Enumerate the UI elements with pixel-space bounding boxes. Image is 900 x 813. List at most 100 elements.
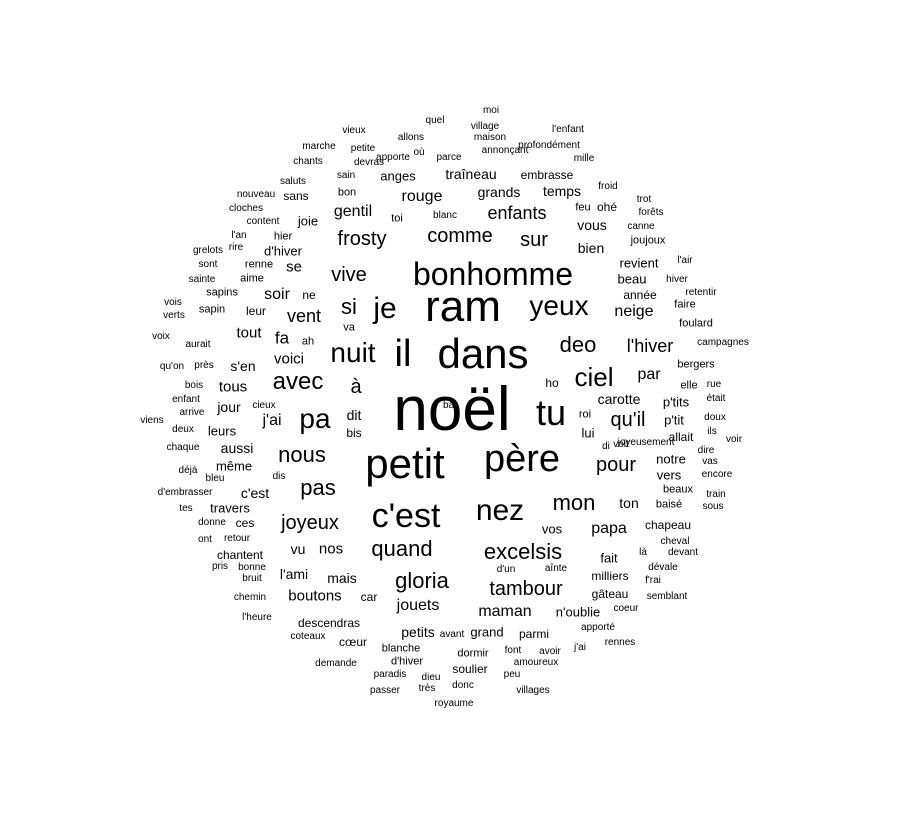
cloud-word: près — [194, 360, 214, 371]
cloud-word: dévale — [648, 562, 678, 573]
cloud-word: boutons — [288, 587, 342, 605]
cloud-word: l'an — [231, 230, 247, 241]
cloud-word: j'ai — [574, 642, 586, 653]
cloud-word: c'est — [371, 497, 441, 535]
cloud-word: joujoux — [630, 234, 666, 247]
cloud-word: papa — [591, 520, 627, 537]
cloud-word: ah — [301, 335, 315, 348]
cloud-word: saluts — [279, 176, 307, 187]
cloud-word: nuit — [330, 337, 376, 368]
cloud-word: annonçant — [481, 145, 529, 156]
cloud-word: vas — [702, 456, 718, 467]
cloud-word: hiver — [666, 274, 688, 285]
cloud-word: avoir — [539, 646, 561, 657]
cloud-word: rue — [706, 379, 722, 390]
cloud-word: apporte — [376, 152, 410, 163]
cloud-word: à — [350, 376, 362, 398]
cloud-word: soir — [264, 286, 290, 303]
cloud-word: donc — [452, 680, 474, 691]
cloud-word: travers — [210, 500, 250, 516]
cloud-word: bleu — [205, 473, 225, 484]
cloud-word: nos — [318, 540, 344, 558]
cloud-word: blanc — [433, 210, 457, 221]
cloud-word: cheval — [660, 536, 690, 547]
cloud-word: royaume — [434, 698, 474, 709]
cloud-word: était — [706, 393, 726, 404]
cloud-word: roi — [578, 408, 592, 421]
cloud-word: aime — [240, 272, 264, 285]
cloud-word: profondément — [518, 140, 580, 151]
cloud-word: l'ami — [279, 566, 309, 582]
cloud-word: vive — [331, 264, 367, 286]
cloud-word: je — [373, 292, 397, 325]
cloud-word: p'tits — [662, 394, 690, 410]
cloud-word: trot — [636, 194, 652, 205]
cloud-word: l'air — [677, 255, 693, 266]
cloud-word: j'ai — [262, 412, 282, 429]
cloud-word: pris — [211, 561, 229, 572]
cloud-word: d'hiver — [264, 243, 302, 259]
cloud-word: chaque — [166, 442, 200, 453]
cloud-word: noël — [393, 375, 511, 444]
cloud-word: tous — [218, 378, 248, 396]
cloud-word: vers — [656, 467, 682, 483]
cloud-word: marche — [302, 141, 336, 152]
cloud-word: tambour — [489, 578, 563, 600]
cloud-word: moi — [482, 105, 500, 116]
cloud-word: milliers — [591, 569, 629, 583]
cloud-word: voix — [152, 331, 170, 342]
cloud-word: ton — [619, 495, 639, 511]
cloud-word: ils — [707, 426, 717, 437]
cloud-word: notre — [656, 451, 686, 467]
cloud-word: coeur — [613, 603, 639, 614]
cloud-word: gentil — [333, 203, 373, 220]
cloud-word: passer — [369, 685, 401, 696]
cloud-word: ram — [425, 282, 501, 331]
cloud-word: di — [602, 441, 610, 452]
cloud-word: pas — [300, 475, 336, 500]
cloud-word: mille — [573, 153, 595, 164]
cloud-word: rouge — [401, 188, 443, 205]
cloud-word: yeux — [529, 290, 589, 321]
cloud-word: s'en — [230, 358, 256, 374]
cloud-word: foulard — [679, 317, 713, 330]
cloud-word: l'heure — [242, 612, 272, 623]
cloud-word: nous — [278, 442, 326, 467]
cloud-word: qu'il — [610, 409, 646, 431]
cloud-word: grelots — [192, 245, 224, 256]
cloud-word: parmi — [518, 627, 550, 641]
cloud-word: vieux — [342, 125, 366, 136]
cloud-word: pa — [299, 403, 331, 434]
cloud-word: aussi — [220, 440, 254, 456]
cloud-word: gâteau — [591, 587, 629, 601]
cloud-word: sans — [283, 189, 309, 203]
cloud-word: baisé — [655, 498, 683, 511]
cloud-word: vous — [577, 217, 607, 233]
cloud-word: toi — [391, 212, 403, 225]
cloud-word: parce — [436, 152, 462, 163]
cloud-word: cœur — [339, 635, 367, 649]
cloud-word: canne — [627, 221, 655, 232]
cloud-word: ont — [198, 534, 212, 545]
cloud-word: si — [341, 294, 357, 319]
cloud-word: jouets — [396, 597, 440, 614]
cloud-word: bonne — [238, 562, 266, 573]
cloud-word: demande — [315, 658, 357, 669]
cloud-word: doux — [704, 412, 726, 423]
cloud-word: chantent — [216, 548, 264, 562]
cloud-word: d'embrasser — [157, 487, 213, 498]
cloud-word: sur — [520, 229, 548, 251]
cloud-word: car — [360, 590, 378, 604]
cloud-word: renne — [244, 258, 274, 271]
cloud-word: campagnes — [697, 337, 749, 348]
cloud-word: petite — [350, 143, 376, 154]
cloud-word: chapeau — [644, 518, 692, 532]
cloud-word: n'oublie — [555, 604, 601, 620]
cloud-word: bon — [337, 186, 357, 199]
cloud-word: qu'on — [159, 361, 185, 372]
cloud-word: amoureux — [513, 657, 559, 668]
cloud-word: froid — [598, 181, 618, 192]
cloud-word: hier — [273, 230, 293, 243]
cloud-word: dit — [346, 407, 362, 423]
cloud-word: temps — [542, 183, 582, 199]
